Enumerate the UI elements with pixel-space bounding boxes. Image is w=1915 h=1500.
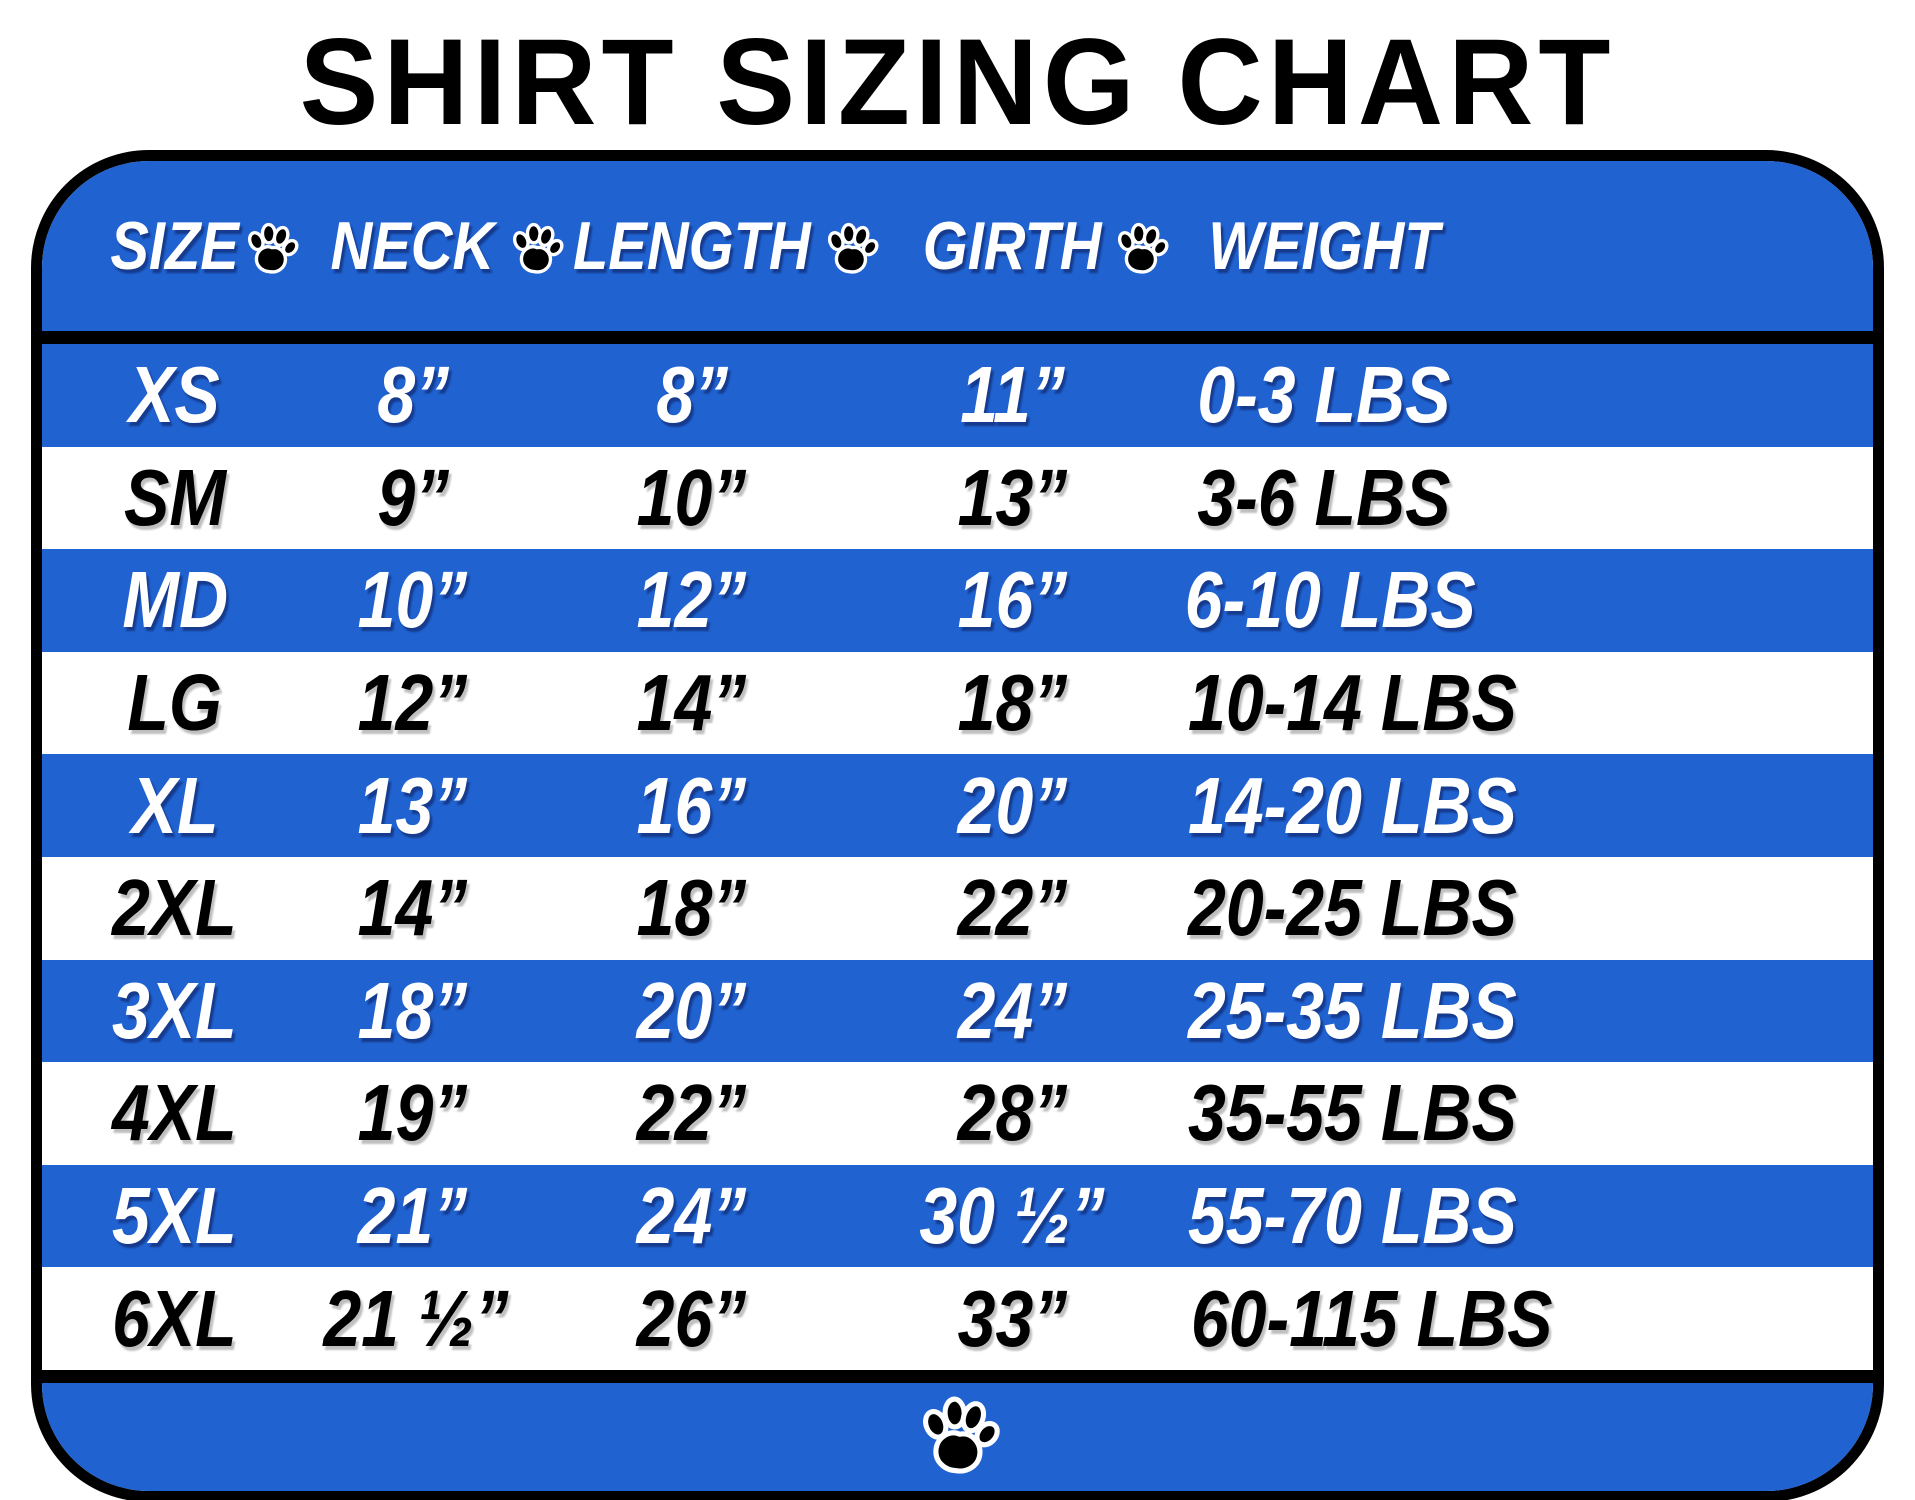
cell-weight: 3-6 LBS	[1197, 452, 1451, 542]
table-row-6xl: 6XL 21 ½” 26” 33” 60-115 LBS	[42, 1267, 1873, 1370]
cell-length: 12”	[637, 555, 747, 645]
table-row-sm: SM 9” 10” 13” 3-6 LBS	[42, 446, 1873, 550]
cell-weight: 14-20 LBS	[1187, 760, 1517, 850]
table-row-md: MD 10” 12” 16” 6-10 LBS	[42, 549, 1873, 652]
cell-girth: 33”	[957, 1273, 1068, 1363]
cell-neck: 18”	[357, 965, 468, 1055]
cell-girth: 22”	[957, 863, 1068, 953]
cell-weight: 60-115 LBS	[1190, 1273, 1553, 1363]
cell-girth: 11”	[960, 350, 1065, 440]
cell-weight: 0-3 LBS	[1197, 350, 1451, 440]
cell-size: 6XL	[112, 1273, 238, 1363]
cell-neck: 10”	[357, 555, 468, 645]
column-header-size: SIZE	[110, 208, 239, 284]
table-row-3xl: 3XL 18” 20” 24” 25-35 LBS	[42, 959, 1873, 1063]
column-header-girth: GIRTH	[923, 208, 1102, 284]
cell-weight: 35-55 LBS	[1187, 1068, 1517, 1158]
paw-icon	[914, 1393, 1002, 1481]
cell-length: 22”	[637, 1068, 747, 1158]
table-row-lg: LG 12” 14” 18” 10-14 LBS	[42, 651, 1873, 755]
cell-girth: 28”	[957, 1068, 1068, 1158]
cell-length: 18”	[637, 863, 747, 953]
table-body: XS 8” 8” 11” 0-3 LBS SM 9” 10” 13” 3-6 L…	[42, 344, 1873, 1370]
cell-girth: 18”	[957, 658, 1068, 748]
table-footer	[42, 1383, 1873, 1491]
cell-size: XS	[129, 350, 221, 440]
column-header-neck: NECK	[330, 208, 495, 284]
cell-size: 2XL	[112, 863, 238, 953]
cell-size: MD	[121, 555, 228, 645]
cell-weight: 55-70 LBS	[1187, 1171, 1517, 1261]
cell-length: 24”	[637, 1171, 747, 1261]
cell-weight: 10-14 LBS	[1187, 658, 1517, 748]
paw-icon	[822, 220, 880, 278]
cell-size: LG	[127, 658, 222, 748]
cell-length: 8”	[656, 350, 728, 440]
cell-length: 10”	[637, 452, 747, 542]
cell-size: SM	[123, 452, 226, 542]
sizing-table: SIZE NECK LENGTH GIRTH WEIGHT XS 8” 8” 1…	[31, 150, 1884, 1500]
cell-neck: 12”	[357, 658, 468, 748]
paw-icon	[242, 220, 300, 278]
column-header-length: LENGTH	[573, 208, 811, 284]
cell-size: 4XL	[112, 1068, 238, 1158]
cell-girth: 30 ½”	[919, 1171, 1106, 1261]
paw-icon	[1112, 220, 1170, 278]
cell-length: 14”	[637, 658, 747, 748]
cell-size: 5XL	[112, 1171, 238, 1261]
table-row-2xl: 2XL 14” 18” 22” 20-25 LBS	[42, 856, 1873, 960]
footer-divider	[42, 1370, 1873, 1383]
cell-neck: 13”	[357, 760, 468, 850]
cell-weight: 20-25 LBS	[1187, 863, 1517, 953]
cell-neck: 21 ½”	[323, 1273, 510, 1363]
header-divider	[42, 331, 1873, 344]
cell-neck: 8”	[376, 350, 449, 440]
cell-neck: 14”	[357, 863, 468, 953]
cell-length: 16”	[637, 760, 747, 850]
table-row-4xl: 4XL 19” 22” 28” 35-55 LBS	[42, 1062, 1873, 1165]
cell-girth: 16”	[957, 555, 1068, 645]
cell-weight: 6-10 LBS	[1184, 555, 1476, 645]
cell-girth: 13”	[957, 452, 1068, 542]
table-row-5xl: 5XL 21” 24” 30 ½” 55-70 LBS	[42, 1164, 1873, 1268]
page-title: SHIRT SIZING CHART	[299, 13, 1616, 151]
column-header-weight: WEIGHT	[1208, 208, 1440, 284]
cell-size: 3XL	[112, 965, 238, 1055]
table-header-row: SIZE NECK LENGTH GIRTH WEIGHT	[42, 161, 1873, 331]
table-row-xs: XS 8” 8” 11” 0-3 LBS	[42, 344, 1873, 447]
cell-weight: 25-35 LBS	[1187, 965, 1517, 1055]
paw-icon	[507, 220, 565, 278]
cell-neck: 19”	[357, 1068, 468, 1158]
cell-size: XL	[131, 760, 219, 850]
cell-girth: 24”	[957, 965, 1068, 1055]
cell-length: 26”	[637, 1273, 747, 1363]
table-row-xl: XL 13” 16” 20” 14-20 LBS	[42, 754, 1873, 857]
cell-girth: 20”	[957, 760, 1068, 850]
cell-neck: 21”	[357, 1171, 468, 1261]
cell-neck: 9”	[376, 452, 449, 542]
cell-length: 20”	[637, 965, 747, 1055]
